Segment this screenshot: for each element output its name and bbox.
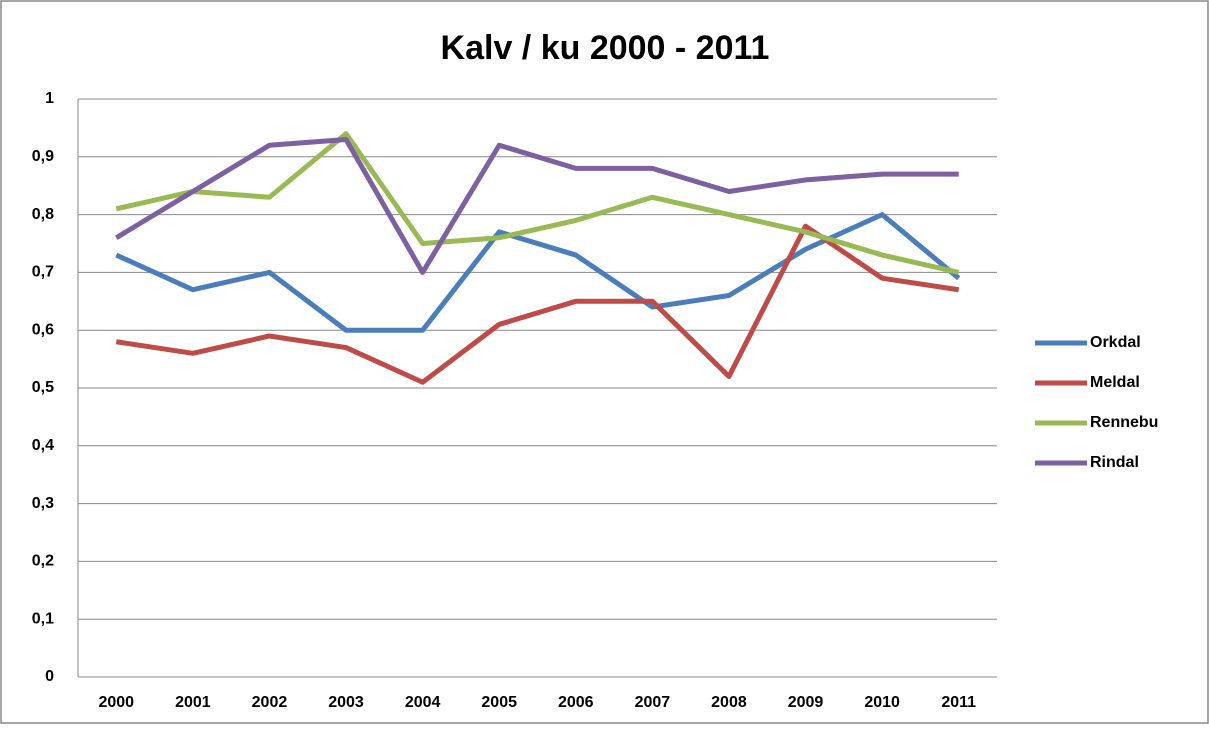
x-tick-label: 2003 [328,694,364,711]
legend-label: Meldal [1090,374,1140,391]
x-tick-label: 2010 [864,694,900,711]
legend-label: Orkdal [1090,334,1141,351]
legend-label: Rindal [1090,454,1139,471]
y-tick-label: 0,6 [32,321,54,338]
y-tick-label: 0,8 [32,206,54,223]
series-line [115,212,961,333]
x-tick-label: 2001 [175,694,211,711]
x-tick-label: 2000 [98,694,134,711]
chart-title: Kalv / ku 2000 - 2011 [441,29,770,67]
y-tick-label: 0,7 [32,264,54,281]
series-line [115,131,960,275]
legend-label: Rennebu [1090,414,1158,431]
x-tick-label: 2006 [558,694,594,711]
x-tick-label: 2011 [941,694,976,711]
x-tick-label: 2008 [711,694,747,711]
x-tick-label: 2007 [635,694,671,711]
y-tick-label: 0,4 [32,437,54,454]
y-tick-label: 0,1 [32,610,54,627]
x-tick-label: 2005 [481,694,517,711]
y-tick-label: 0,5 [32,379,54,396]
y-tick-label: 0,2 [32,553,54,570]
y-tick-label: 0 [45,668,54,685]
y-tick-label: 1 [45,90,54,107]
x-tick-label: 2002 [252,694,288,711]
y-tick-label: 0,3 [32,495,54,512]
series-line [114,136,959,275]
y-tick-label: 0,9 [32,148,54,165]
x-tick-label: 2004 [405,694,441,711]
x-tick-label: 2009 [788,694,824,711]
